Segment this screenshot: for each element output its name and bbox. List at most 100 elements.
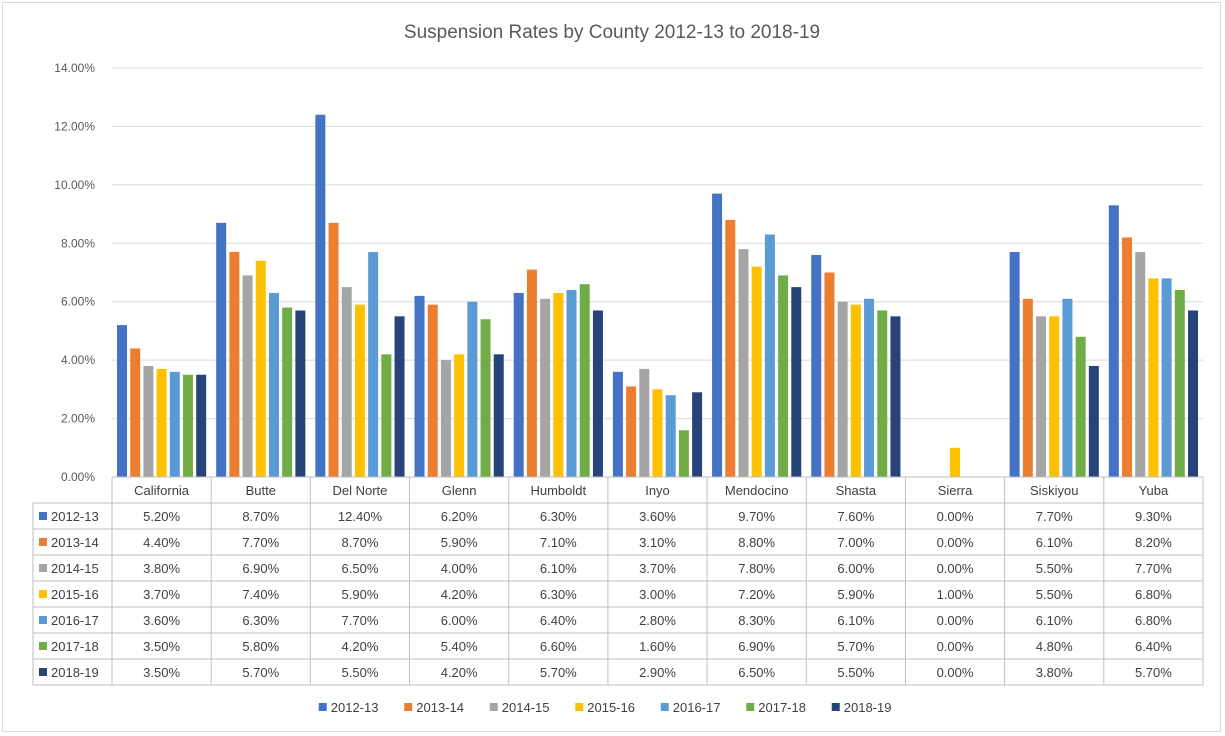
data-label: 6.30% (540, 587, 577, 602)
data-label: 6.00% (837, 561, 874, 576)
legend-label: 2012-13 (331, 700, 379, 715)
bar (1009, 252, 1020, 477)
bar (738, 249, 749, 477)
data-label: 6.90% (242, 561, 279, 576)
y-tick-label: 2.00% (61, 412, 95, 426)
bar (480, 319, 491, 477)
data-label: 2.90% (639, 665, 676, 680)
bar (1075, 336, 1086, 477)
bar (890, 316, 901, 477)
data-label: 1.60% (639, 639, 676, 654)
data-label: 3.60% (143, 613, 180, 628)
legend-label: 2016-17 (673, 700, 721, 715)
data-label: 4.20% (441, 665, 478, 680)
data-label: 5.90% (837, 587, 874, 602)
bar (454, 354, 465, 477)
bar (626, 386, 637, 477)
bar (652, 389, 663, 477)
data-label: 0.00% (937, 613, 974, 628)
data-label: 5.50% (837, 665, 874, 680)
legend-swatch (404, 703, 413, 711)
data-label: 6.10% (1036, 535, 1073, 550)
data-label: 0.00% (937, 509, 974, 524)
bar (811, 254, 822, 477)
data-table: California Butte Del Norte Glenn Humboldt Iny… (32, 476, 1204, 686)
bar (778, 275, 789, 477)
data-label: 9.70% (738, 509, 775, 524)
bar (493, 354, 504, 477)
bar (725, 219, 736, 477)
data-label: 5.50% (1036, 561, 1073, 576)
category-label: California (134, 483, 190, 498)
bar (1062, 298, 1073, 477)
bar (1022, 298, 1033, 477)
data-label: 1.00% (937, 587, 974, 602)
bar (1174, 290, 1185, 477)
data-label: 5.50% (1036, 587, 1073, 602)
series-row-label: 2018-19 (51, 665, 99, 680)
data-label: 8.80% (738, 535, 775, 550)
data-label: 3.50% (143, 665, 180, 680)
series-row-label: 2016-17 (51, 613, 99, 628)
bar (268, 292, 279, 477)
data-label: 7.80% (738, 561, 775, 576)
data-label: 6.90% (738, 639, 775, 654)
data-label: 6.20% (441, 509, 478, 524)
data-label: 7.20% (738, 587, 775, 602)
category-label: Sierra (938, 483, 973, 498)
data-label: 6.40% (1135, 639, 1172, 654)
data-label: 5.70% (1135, 665, 1172, 680)
bar (467, 301, 478, 477)
bar (1036, 316, 1047, 477)
data-label: 12.40% (338, 509, 383, 524)
data-label: 7.70% (342, 613, 379, 628)
data-label: 2.80% (639, 613, 676, 628)
bar (427, 304, 438, 477)
data-label: 6.30% (242, 613, 279, 628)
series-row-label: 2012-13 (51, 509, 99, 524)
data-label: 6.10% (837, 613, 874, 628)
data-label: 4.80% (1036, 639, 1073, 654)
data-label: 8.70% (242, 509, 279, 524)
bar (1188, 310, 1199, 477)
bar (1148, 278, 1159, 477)
bar (414, 295, 425, 477)
series-row-label: 2017-18 (51, 639, 99, 654)
bar (1122, 237, 1133, 477)
data-label: 5.70% (540, 665, 577, 680)
data-label: 7.70% (1135, 561, 1172, 576)
bar (196, 374, 207, 477)
data-label: 3.50% (143, 639, 180, 654)
bar (169, 371, 180, 477)
data-label: 8.20% (1135, 535, 1172, 550)
bar (751, 266, 762, 477)
data-label: 5.50% (342, 665, 379, 680)
data-label: 7.00% (837, 535, 874, 550)
bar (877, 310, 888, 477)
data-label: 5.40% (441, 639, 478, 654)
bar (156, 368, 167, 477)
data-label: 5.80% (242, 639, 279, 654)
bar (328, 222, 339, 477)
bar (394, 316, 405, 477)
series-key-swatch (39, 512, 47, 520)
bar (678, 430, 689, 477)
bar (143, 365, 154, 477)
bar (791, 287, 802, 477)
data-label: 0.00% (937, 535, 974, 550)
data-label: 7.40% (242, 587, 279, 602)
bar (692, 392, 703, 477)
legend-label: 2015-16 (587, 700, 635, 715)
bar (526, 269, 537, 477)
bar (282, 307, 293, 477)
data-label: 5.70% (242, 665, 279, 680)
data-label: 4.20% (441, 587, 478, 602)
data-label: 6.80% (1135, 613, 1172, 628)
data-label: 4.20% (342, 639, 379, 654)
bar (315, 114, 326, 478)
bar (579, 284, 590, 477)
legend-label: 2014-15 (502, 700, 550, 715)
bars (116, 114, 1199, 478)
bar (229, 252, 240, 477)
